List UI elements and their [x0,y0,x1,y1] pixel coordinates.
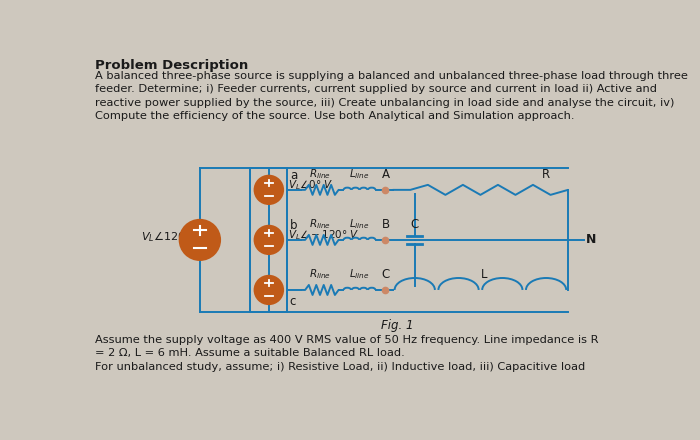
Text: C: C [410,218,419,231]
Text: $R_{line}$: $R_{line}$ [309,268,331,282]
Text: Assume the supply voltage as 400 V RMS value of 50 Hz frequency. Line impedance : Assume the supply voltage as 400 V RMS v… [95,335,598,345]
Circle shape [255,276,284,304]
Circle shape [255,226,284,254]
Text: c: c [290,295,296,308]
Circle shape [255,176,284,204]
Text: a: a [290,169,297,182]
Text: $R_{line}$: $R_{line}$ [309,168,331,181]
Text: B: B [382,218,390,231]
Text: $V_L\angle120°\ V$: $V_L\angle120°\ V$ [141,229,204,244]
Text: b: b [290,219,298,232]
Text: R: R [542,169,550,181]
Text: L: L [481,268,487,282]
Text: = 2 Ω, L = 6 mH. Assume a suitable Balanced RL load.: = 2 Ω, L = 6 mH. Assume a suitable Balan… [95,348,405,359]
Text: $V_L\angle-120°\ V$: $V_L\angle-120°\ V$ [288,228,359,242]
Text: A balanced three-phase source is supplying a balanced and unbalanced three-phase: A balanced three-phase source is supplyi… [95,70,688,121]
Text: $L_{line}$: $L_{line}$ [349,268,370,282]
Text: Fig. 1: Fig. 1 [382,319,414,332]
Text: $L_{line}$: $L_{line}$ [349,218,370,231]
Text: A: A [382,169,390,181]
Text: For unbalanced study, assume; i) Resistive Load, ii) Inductive load, iii) Capaci: For unbalanced study, assume; i) Resisti… [95,362,585,371]
Text: N: N [586,233,596,246]
Text: $R_{line}$: $R_{line}$ [309,218,331,231]
Text: C: C [382,268,390,282]
Text: $V_L\angle0°\ V$: $V_L\angle0°\ V$ [288,178,333,192]
Circle shape [180,220,220,260]
Text: $L_{line}$: $L_{line}$ [349,168,370,181]
Text: Problem Description: Problem Description [95,59,248,72]
